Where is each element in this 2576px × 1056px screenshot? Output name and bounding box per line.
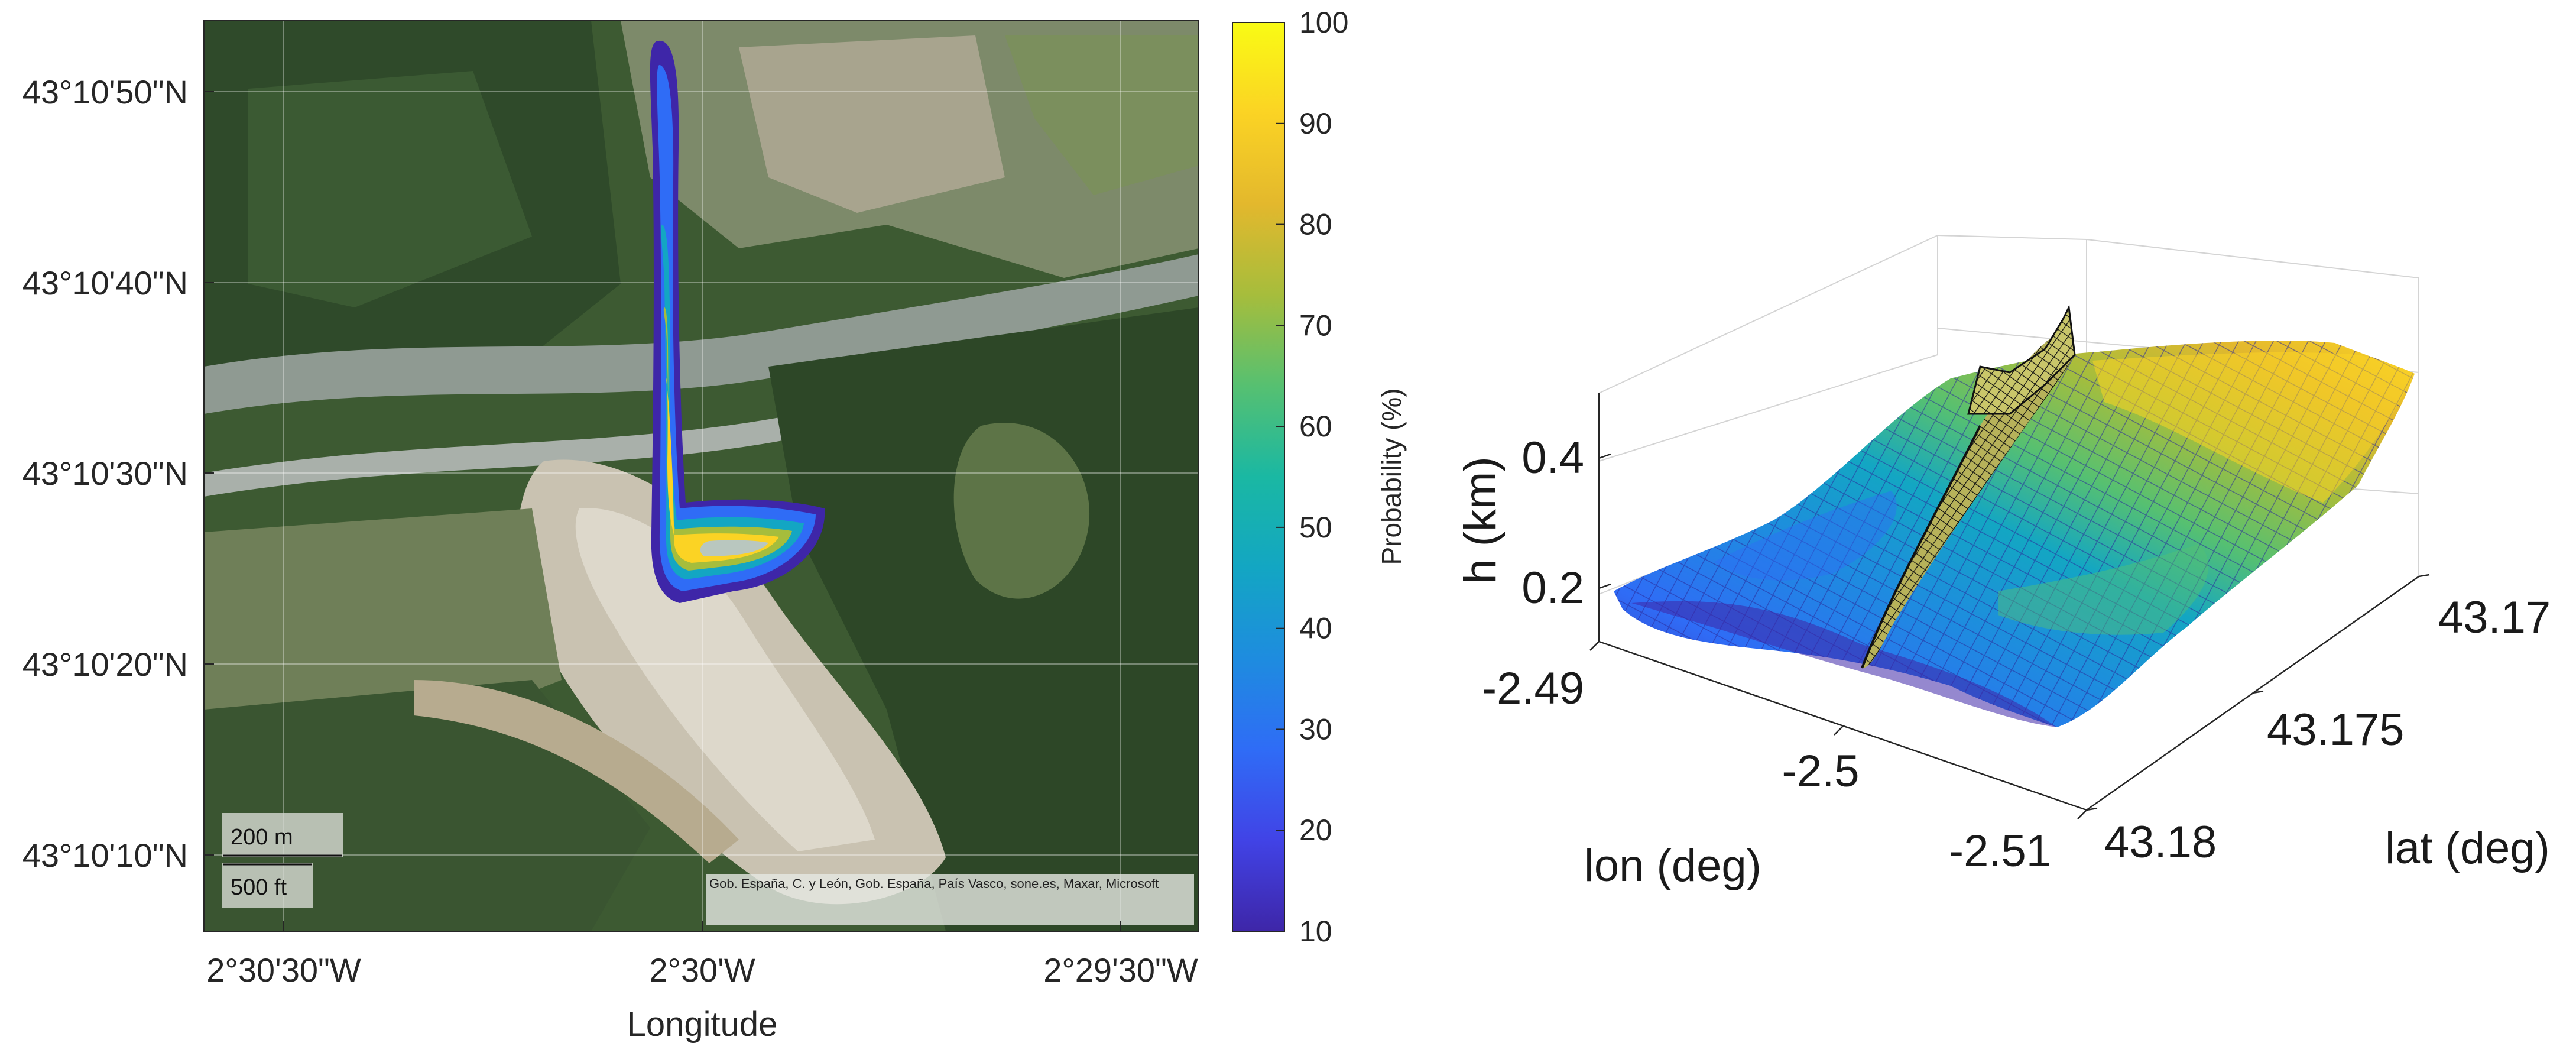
colorbar-tick-label: 30 xyxy=(1299,712,1332,746)
colorbar-tick-label: 60 xyxy=(1299,410,1332,443)
colorbar-tick-label: 40 xyxy=(1299,612,1332,645)
surface-x-tick-label: -2.51 xyxy=(1949,826,2051,876)
surface-panel: 0.4 0.2 h (km) -2.49 -2.5 -2.51 lon (deg… xyxy=(1455,235,2551,891)
terrain-surface xyxy=(1614,340,2415,727)
map-x-ticks: 2°30'30"W 2°30'W 2°29'30"W xyxy=(206,921,1198,989)
colorbar-tick-label: 10 xyxy=(1299,915,1332,948)
surface-x-tick-label: -2.49 xyxy=(1482,663,1584,714)
map-x-tick-label: 2°30'W xyxy=(649,951,755,989)
satellite-basemap: 200 m 500 ft Gob. España, C. y León, Gob… xyxy=(204,21,1199,931)
surface-x-ticks: -2.49 -2.5 -2.51 xyxy=(1482,641,2087,876)
map-x-tick-label: 2°29'30"W xyxy=(1043,951,1198,989)
map-frame xyxy=(203,20,1199,932)
surface-y-ticks: 43.17 43.175 43.18 xyxy=(2086,574,2551,867)
map-y-tick-label: 43°10'20"N xyxy=(22,646,188,683)
attribution-box xyxy=(706,874,1194,925)
colorbar-tick-label: 70 xyxy=(1299,309,1332,342)
scale-bar-imperial: 500 ft xyxy=(231,875,287,900)
colorbar-tick-label: 50 xyxy=(1299,511,1332,544)
map-y-ticks: 43°10'50"N 43°10'40"N 43°10'30"N 43°10'2… xyxy=(22,73,214,874)
surface-y-axis-title: lat (deg) xyxy=(2385,823,2550,873)
map-y-tick-label: 43°10'10"N xyxy=(22,837,188,874)
colorbar-tick-label: 80 xyxy=(1299,208,1332,241)
map-y-tick-label: 43°10'50"N xyxy=(22,73,188,111)
colorbar-tick-label: 90 xyxy=(1299,107,1332,140)
plume-wireframe xyxy=(1861,304,2076,669)
map-y-tick-label: 43°10'30"N xyxy=(22,455,188,492)
colorbar-label: Probability (%) xyxy=(1376,388,1407,565)
colorbar-tick-label: 100 xyxy=(1299,6,1348,39)
surface-z-ticks: 0.4 0.2 xyxy=(1521,433,1611,613)
map-gridlines xyxy=(204,21,1199,931)
scale-bar: 200 m 500 ft xyxy=(222,813,343,908)
map-panel: 200 m 500 ft Gob. España, C. y León, Gob… xyxy=(22,20,1199,1044)
colorbar-gradient xyxy=(1232,22,1285,932)
colorbar-ticks: 10 20 30 40 50 60 70 80 90 100 xyxy=(1276,6,1348,948)
probability-plume xyxy=(650,40,825,603)
attribution-wrap: Gob. España, C. y León, Gob. España, Paí… xyxy=(709,876,1159,891)
surface-x-tick-label: -2.5 xyxy=(1782,746,1860,796)
surface-z-tick-label: 0.2 xyxy=(1521,563,1584,613)
map-x-axis-title: Longitude xyxy=(627,1005,778,1044)
map-x-tick-label: 2°30'30"W xyxy=(206,951,361,989)
surface-y-tick-label: 43.17 xyxy=(2438,592,2551,643)
surface-z-tick-label: 0.4 xyxy=(1521,433,1584,483)
surface-x-axis-title: lon (deg) xyxy=(1584,841,1761,891)
colorbar-tick-label: 20 xyxy=(1299,814,1332,847)
surface-y-tick-label: 43.18 xyxy=(2104,817,2217,867)
map-y-tick-label: 43°10'40"N xyxy=(22,264,188,302)
surface-z-axis-title: h (km) xyxy=(1455,456,1506,584)
map-attribution: Gob. España, C. y León, Gob. España, Paí… xyxy=(709,876,1159,891)
scale-bar-metric: 200 m xyxy=(231,825,293,850)
colorbar: 10 20 30 40 50 60 70 80 90 100 Probability (%) xyxy=(1232,6,1407,948)
surface-y-tick-label: 43.175 xyxy=(2267,705,2404,755)
